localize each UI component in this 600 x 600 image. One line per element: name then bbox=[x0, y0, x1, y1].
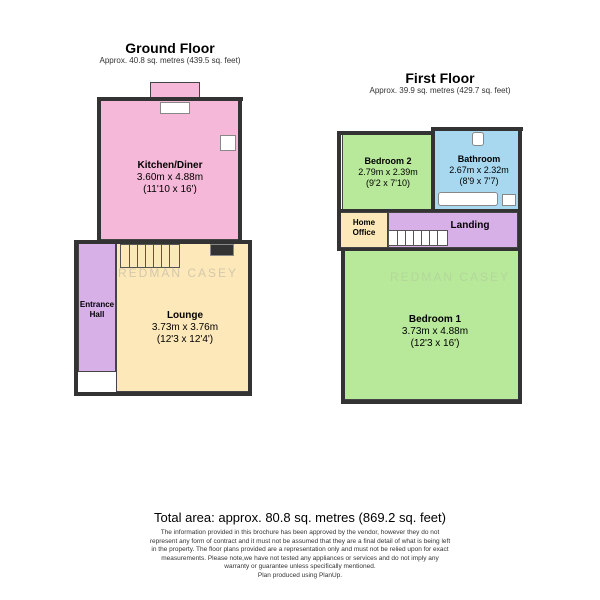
bedroom1-dim-ft: (12'3 x 16') bbox=[411, 338, 460, 349]
ground-watermark: REDMAN CASEY bbox=[118, 266, 238, 280]
entrance-hall-name: EntranceHall bbox=[80, 300, 114, 319]
ground-wall-mid bbox=[97, 240, 252, 244]
office-label: HomeOffice bbox=[340, 218, 388, 237]
ground-floor-sub: Approx. 40.8 sq. metres (439.5 sq. feet) bbox=[80, 56, 260, 65]
first-wall-w2 bbox=[341, 248, 345, 403]
kitchen-label: Kitchen/Diner 3.60m x 4.88m (11'10 x 16'… bbox=[130, 160, 210, 196]
first-floor-sub: Approx. 39.9 sq. metres (429.7 sq. feet) bbox=[350, 86, 530, 95]
basin bbox=[502, 194, 516, 206]
first-watermark: REDMAN CASEY bbox=[390, 270, 510, 284]
first-wall-n1 bbox=[339, 131, 435, 135]
bathroom-name: Bathroom bbox=[458, 154, 501, 164]
first-wall-bed2-bath bbox=[431, 127, 435, 211]
first-wall-n2 bbox=[431, 127, 523, 131]
kitchen-hob bbox=[220, 135, 236, 151]
landing-name: Landing bbox=[451, 220, 490, 231]
total-area: Total area: approx. 80.8 sq. metres (869… bbox=[40, 510, 560, 525]
first-wall-land-n bbox=[337, 209, 520, 212]
first-floor-title: First Floor bbox=[360, 70, 520, 86]
bathroom-label: Bathroom 2.67m x 2.32m (8'9 x 7'7) bbox=[444, 154, 514, 186]
office-name: HomeOffice bbox=[353, 218, 376, 237]
bathtub bbox=[438, 192, 498, 206]
floorplan-canvas: Ground Floor Approx. 40.8 sq. metres (43… bbox=[0, 0, 600, 600]
bedroom2-name: Bedroom 2 bbox=[364, 156, 411, 166]
kitchen-dim-m: 3.60m x 4.88m bbox=[137, 172, 203, 183]
disclaimer: The information provided in this brochur… bbox=[40, 529, 560, 580]
lounge-name: Lounge bbox=[167, 310, 203, 321]
kitchen-dim-ft: (11'10 x 16') bbox=[143, 184, 197, 195]
fireplace bbox=[210, 244, 234, 256]
bathroom-dim-ft: (8'9 x 7'7) bbox=[460, 176, 499, 186]
ground-wall-w1 bbox=[97, 97, 101, 243]
ground-wall-ent-n bbox=[74, 240, 101, 244]
bedroom1-name: Bedroom 1 bbox=[409, 314, 461, 325]
bathroom-dim-m: 2.67m x 2.32m bbox=[449, 165, 509, 175]
bedroom1-dim-m: 3.73m x 4.88m bbox=[402, 326, 468, 337]
bedroom2-label: Bedroom 2 2.79m x 2.39m (9'2 x 7'10) bbox=[348, 156, 428, 188]
bedroom1-label: Bedroom 1 3.73m x 4.88m (12'3 x 16') bbox=[390, 314, 480, 350]
toilet bbox=[472, 132, 484, 146]
lounge-label: Lounge 3.73m x 3.76m (12'3 x 12'4') bbox=[140, 310, 230, 346]
ground-wall-n bbox=[97, 97, 243, 101]
ground-wall-w2 bbox=[74, 240, 78, 395]
lounge-dim-ft: (12'3 x 12'4') bbox=[157, 334, 213, 345]
ground-wall-kitchen-e bbox=[238, 97, 242, 243]
bedroom2-dim-ft: (9'2 x 7'10) bbox=[366, 178, 410, 188]
ground-stairs bbox=[120, 244, 180, 268]
ground-floor-title: Ground Floor bbox=[90, 40, 250, 56]
kitchen-name: Kitchen/Diner bbox=[137, 160, 202, 171]
first-wall-w bbox=[337, 131, 341, 251]
ground-wall-e bbox=[248, 240, 252, 395]
entrance-hall-label: EntranceHall bbox=[76, 300, 118, 319]
landing-label: Landing bbox=[440, 220, 500, 232]
ground-wall-s bbox=[74, 392, 252, 396]
first-wall-mid bbox=[341, 248, 521, 251]
first-stairs bbox=[388, 230, 448, 246]
first-wall-s bbox=[341, 400, 522, 404]
footer: Total area: approx. 80.8 sq. metres (869… bbox=[40, 510, 560, 580]
kitchen-sink bbox=[160, 102, 190, 114]
bedroom2-dim-m: 2.79m x 2.39m bbox=[358, 167, 418, 177]
lounge-dim-m: 3.73m x 3.76m bbox=[152, 322, 218, 333]
first-wall-e bbox=[518, 127, 522, 403]
